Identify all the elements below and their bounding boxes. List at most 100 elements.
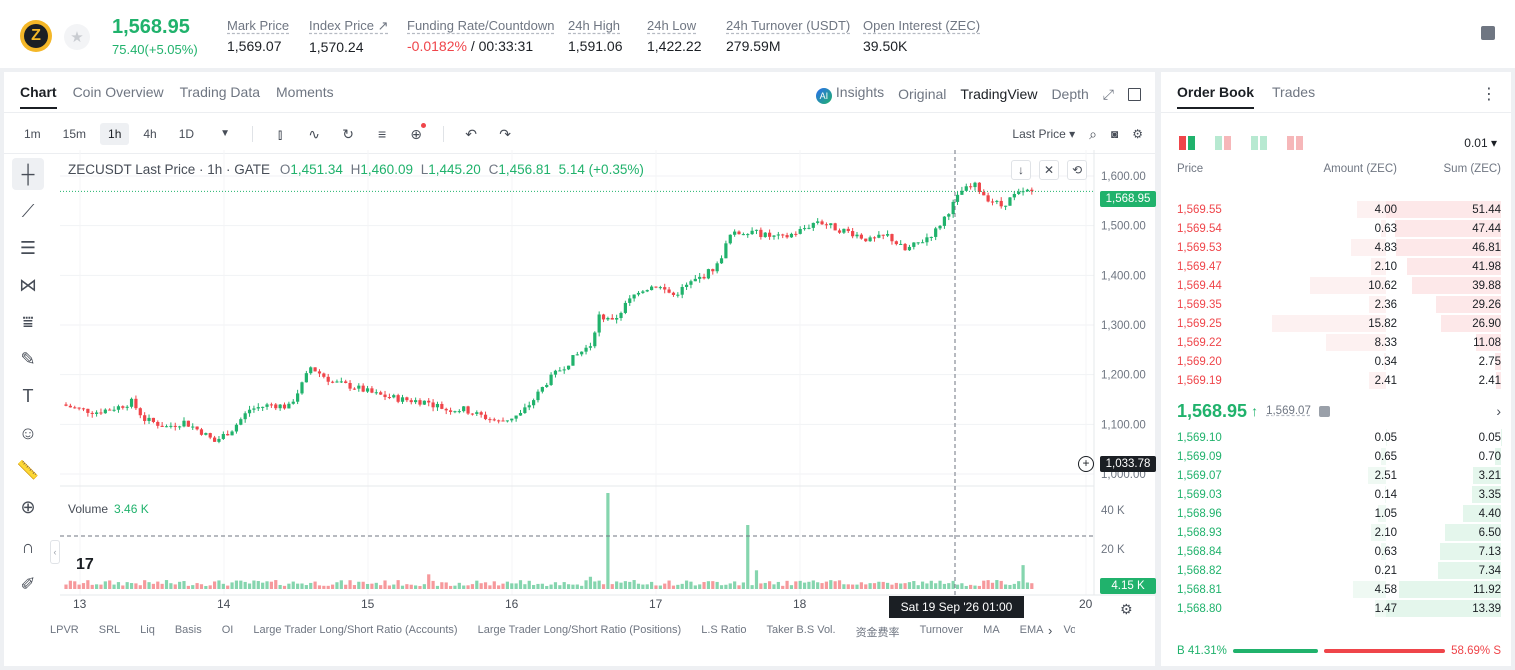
indicator-item[interactable]: EMA xyxy=(1019,624,1044,636)
magnet-icon[interactable]: ∩ xyxy=(21,536,35,557)
interval-1d[interactable]: 1D xyxy=(178,127,195,141)
bid-row[interactable]: 1,568.84 0.63 7.13 xyxy=(1161,542,1511,561)
bid-row[interactable]: 1,568.96 1.05 4.40 xyxy=(1161,504,1511,523)
interval-4h[interactable]: 4h xyxy=(143,127,157,141)
bid-row[interactable]: 1,569.09 0.65 0.70 xyxy=(1161,447,1511,466)
indicators-icon[interactable]: ∿ xyxy=(308,126,320,142)
text-icon[interactable]: T xyxy=(22,385,34,406)
expand-icon[interactable]: ⤢ xyxy=(1102,85,1114,102)
templates-icon[interactable]: ≡ xyxy=(377,126,387,142)
camera-icon[interactable]: ◙ xyxy=(1110,127,1119,141)
refresh-icon[interactable]: ⟲ xyxy=(1067,160,1087,180)
tab-trading-data[interactable]: Trading Data xyxy=(179,84,261,100)
price-type-select[interactable]: Last Price ▾ xyxy=(1012,127,1076,141)
crosshair-icon[interactable]: ┼ xyxy=(12,158,44,190)
ask-row[interactable]: 1,569.47 2.10 41.98 xyxy=(1161,257,1511,276)
favorite-star-icon[interactable]: ★ xyxy=(64,24,90,50)
tab-moments[interactable]: Moments xyxy=(276,84,334,100)
ruler-icon[interactable]: 📏 xyxy=(16,459,40,480)
bid-row[interactable]: 1,568.80 1.47 13.39 xyxy=(1161,599,1511,618)
search-icon[interactable]: ⌕ xyxy=(1089,125,1097,142)
ask-row[interactable]: 1,569.53 4.83 46.81 xyxy=(1161,238,1511,257)
candle xyxy=(73,407,77,409)
add-order-icon[interactable]: + xyxy=(1078,456,1094,472)
gear-icon[interactable]: ⚙ xyxy=(1132,127,1143,141)
tab-coin-overview[interactable]: Coin Overview xyxy=(72,84,164,100)
interval-1m[interactable]: 1m xyxy=(24,127,41,141)
candle xyxy=(916,242,920,244)
both-sides-icon[interactable] xyxy=(1179,136,1195,150)
ask-row[interactable]: 1,569.22 8.33 11.08 xyxy=(1161,333,1511,352)
volume-bar xyxy=(754,570,759,589)
indicator-item[interactable]: LPVR xyxy=(50,624,79,636)
candlestick-chart[interactable]: 1,600.00 1,500.00 1,400.00 1,300.00 1,200.00… xyxy=(4,150,1155,620)
bids-only-icon[interactable] xyxy=(1251,136,1267,150)
trendline-icon[interactable]: ⟋ xyxy=(21,200,35,221)
window-icon[interactable] xyxy=(1128,87,1141,101)
tab-tradingview[interactable]: TradingView xyxy=(960,86,1038,102)
indicator-item[interactable]: Liq xyxy=(140,624,155,636)
more-menu-icon[interactable]: ⋮ xyxy=(1481,86,1497,103)
indicator-item[interactable]: 资金费率 xyxy=(855,627,900,639)
asks-view-icon[interactable] xyxy=(1287,136,1303,150)
tab-depth[interactable]: Depth xyxy=(1051,86,1089,102)
indicator-item[interactable]: Taker B.S Vol. xyxy=(766,624,836,636)
indicator-item[interactable]: Basis xyxy=(174,624,202,636)
bid-row[interactable]: 1,569.03 0.14 3.35 xyxy=(1161,485,1511,504)
chevron-down-icon[interactable]: ▼ xyxy=(220,128,231,139)
horizontal-lines-icon[interactable]: ☰ xyxy=(19,237,37,258)
ask-row[interactable]: 1,569.54 0.63 47.44 xyxy=(1161,219,1511,238)
indicator-item[interactable]: OI xyxy=(221,624,234,636)
bid-row[interactable]: 1,568.93 2.10 6.50 xyxy=(1161,523,1511,542)
pattern-icon[interactable]: ⋈ xyxy=(19,274,37,295)
bid-row[interactable]: 1,569.07 2.51 3.21 xyxy=(1161,466,1511,485)
brush-icon[interactable]: ✎ xyxy=(20,348,36,369)
bid-row[interactable]: 1,569.10 0.05 0.05 xyxy=(1177,429,1501,446)
candle-type-icon[interactable]: ⫾ xyxy=(277,126,283,142)
bid-row[interactable]: 1,568.82 0.21 7.34 xyxy=(1161,561,1511,580)
indicator-item[interactable]: SRL xyxy=(98,624,121,636)
indicator-item[interactable]: Turnover xyxy=(919,624,964,636)
tab-order-book[interactable]: Order Book xyxy=(1177,84,1255,109)
ask-row[interactable]: 1,569.25 15.82 26.90 xyxy=(1161,314,1511,333)
indicator-item[interactable]: Large Trader Long/Short Ratio (Positions… xyxy=(477,624,682,636)
indicator-item[interactable]: L.S Ratio xyxy=(701,624,747,636)
volume-bar xyxy=(807,581,811,589)
fib-icon[interactable]: ⩸ xyxy=(22,311,34,332)
ask-row[interactable]: 1,569.19 2.41 2.41 xyxy=(1161,371,1511,390)
tab-insights[interactable]: AI Insights xyxy=(815,84,884,104)
emoji-icon[interactable]: ☺ xyxy=(18,422,38,443)
asks-only-icon[interactable] xyxy=(1215,136,1231,150)
tab-original[interactable]: Original xyxy=(898,86,947,102)
redo-icon[interactable]: ↷ xyxy=(499,126,511,142)
mid-price-row[interactable]: 1,568.95 ↑ 1,569.07 › xyxy=(1177,400,1501,421)
undo-icon[interactable]: ↶ xyxy=(465,126,477,142)
notebook-icon[interactable] xyxy=(1481,26,1495,40)
indicator-item[interactable]: Volu xyxy=(1063,624,1075,636)
pencil-lock-icon[interactable]: ✐ xyxy=(20,573,36,594)
gear-icon[interactable]: ⚙ xyxy=(1120,601,1133,617)
ask-row[interactable]: 1,569.35 2.36 29.26 xyxy=(1161,295,1511,314)
tab-trades[interactable]: Trades xyxy=(1272,84,1316,100)
ask-row[interactable]: 1,569.20 0.34 2.75 xyxy=(1161,352,1511,371)
chevron-right-icon[interactable]: › xyxy=(1048,623,1053,638)
precision-select[interactable]: 0.01 ▾ xyxy=(1464,136,1497,150)
arrow-down-icon[interactable]: ↓ xyxy=(1011,160,1031,180)
indicator-item[interactable]: MA xyxy=(983,624,1000,636)
ask-row[interactable]: 1,569.44 10.62 39.88 xyxy=(1161,276,1511,295)
volume-bar xyxy=(523,584,527,589)
zoom-in-icon[interactable]: ⊕ xyxy=(20,496,36,517)
candle xyxy=(969,186,973,188)
tab-chart[interactable]: Chart xyxy=(20,84,57,109)
interval-15m[interactable]: 15m xyxy=(62,127,87,141)
replay-icon[interactable]: ↻ xyxy=(342,126,354,142)
chevron-right-icon[interactable]: › xyxy=(1496,403,1501,419)
collapse-icon[interactable]: ✕ xyxy=(1039,160,1059,180)
bid-row[interactable]: 1,568.81 4.58 11.92 xyxy=(1161,580,1511,599)
collapse-arrow-icon[interactable]: ‹ xyxy=(50,540,60,564)
add-alert-icon[interactable]: ⊕ xyxy=(407,123,427,143)
interval-1h[interactable]: 1h xyxy=(100,123,130,145)
volume-bar xyxy=(125,582,129,589)
ask-row[interactable]: 1,569.55 4.00 51.44 xyxy=(1161,200,1511,219)
indicator-item[interactable]: Large Trader Long/Short Ratio (Accounts) xyxy=(253,624,458,636)
